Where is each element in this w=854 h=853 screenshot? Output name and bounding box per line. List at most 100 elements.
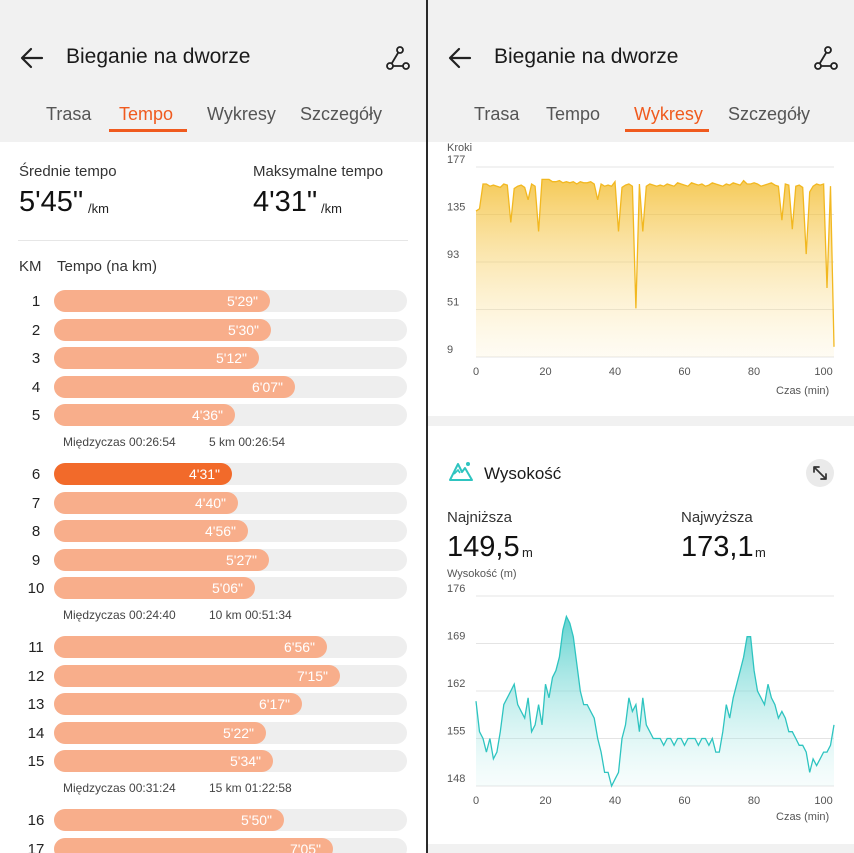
- pace-track[interactable]: 5'29": [54, 290, 407, 312]
- y-tick-label: 169: [447, 631, 465, 643]
- max-elevation-unit: m: [755, 545, 766, 560]
- pace-bar: 5'06": [54, 577, 255, 600]
- cadence-chart: 177 135 93 51 9 0 20 40 60 80 100: [447, 154, 835, 378]
- cumulative-time: 5 km 00:26:54: [209, 435, 286, 449]
- km-number: 15: [27, 753, 45, 771]
- back-arrow-icon[interactable]: [18, 44, 46, 72]
- pace-bar: 5'12": [54, 347, 259, 370]
- tab-tempo[interactable]: Tempo: [119, 104, 174, 124]
- max-elevation-label: Najwyższa: [681, 509, 753, 526]
- km-number: 11: [28, 639, 44, 656]
- km-number: 7: [31, 494, 41, 512]
- pace-track[interactable]: 5'34": [54, 750, 407, 773]
- avg-pace-value: 5'45": [19, 186, 84, 218]
- pace-track[interactable]: 5'30": [54, 318, 407, 341]
- tab-trasa[interactable]: Trasa: [474, 104, 520, 124]
- min-elevation-unit: m: [522, 545, 533, 560]
- split-time: Międzyczas 00:26:54: [63, 435, 176, 449]
- pace-bar: 6'07": [54, 375, 295, 398]
- cadence-y-axis-label: Kroki: [447, 142, 473, 154]
- tab-wykresy[interactable]: Wykresy: [207, 104, 276, 124]
- pace-value: 7'05": [289, 840, 321, 853]
- y-tick-label: 177: [447, 154, 465, 166]
- km-number: 12: [27, 667, 45, 685]
- km-number: 2: [31, 321, 41, 339]
- pace-track[interactable]: 4'56": [54, 520, 407, 543]
- pace-value: 7'15": [296, 667, 328, 684]
- pace-value: 6'17": [258, 696, 290, 713]
- pace-value: 4'31": [188, 466, 220, 482]
- y-tick-label: 135: [447, 202, 465, 214]
- x-tick-label: 80: [748, 795, 760, 807]
- tab-wykresy[interactable]: Wykresy: [634, 104, 703, 124]
- divider: [18, 240, 408, 241]
- pace-value: 5'34": [229, 753, 261, 770]
- pace-track[interactable]: 5'22": [54, 721, 407, 744]
- x-tick-label: 0: [473, 366, 479, 378]
- pace-value: 5'50": [240, 812, 272, 828]
- pace-bar: 4'40": [54, 491, 238, 514]
- cumulative-time: 15 km 01:22:58: [209, 781, 292, 795]
- cadence-card: Kroki 177 135 93 51 9 0 20 40 60 80 100 Czas (min): [428, 142, 854, 416]
- tab-tempo[interactable]: Tempo: [546, 104, 601, 124]
- expand-icon: [813, 466, 827, 480]
- back-arrow-icon[interactable]: [446, 44, 474, 72]
- km-number: 4: [31, 378, 41, 396]
- elevation-chart: 176 169 162 155 148 0 20 40 60 80 100: [447, 584, 835, 807]
- km-number: 9: [31, 551, 41, 569]
- tab-trasa[interactable]: Trasa: [46, 104, 92, 124]
- min-elevation-value: 149,5: [447, 531, 520, 563]
- x-tick-label: 40: [609, 366, 621, 378]
- km-number: 1: [31, 293, 41, 310]
- cadence-x-axis-label: Czas (min): [776, 385, 830, 397]
- pace-bar: 4'36": [54, 404, 235, 427]
- header: Bieganie na dworze Trasa Tempo Wykresy S…: [428, 0, 854, 142]
- elevation-y-axis-label: Wysokość (m): [447, 568, 517, 580]
- y-tick-label: 9: [447, 344, 453, 356]
- km-column-header: KM: [19, 258, 42, 275]
- expand-button[interactable]: [806, 459, 834, 487]
- charts-screen: Bieganie na dworze Trasa Tempo Wykresy S…: [428, 0, 854, 853]
- pace-track[interactable]: 7'15": [54, 664, 407, 687]
- tab-szczegoly[interactable]: Szczegóły: [300, 104, 383, 124]
- avg-pace-label: Średnie tempo: [19, 163, 117, 180]
- pace-value: 5'27": [225, 551, 257, 568]
- pace-track[interactable]: 5'50": [54, 809, 407, 831]
- max-pace-value: 4'31": [253, 186, 318, 218]
- tab-szczegoly[interactable]: Szczegóły: [728, 104, 811, 124]
- pace-bar: 5'30": [54, 318, 271, 341]
- pace-track[interactable]: 5'12": [54, 347, 407, 370]
- km-number: 10: [27, 580, 45, 598]
- route-share-icon[interactable]: [384, 44, 412, 72]
- pace-value: 4'36": [191, 407, 223, 424]
- pace-track[interactable]: 4'31": [54, 463, 407, 485]
- split-time: Międzyczas 00:24:40: [63, 608, 176, 622]
- min-elevation-label: Najniższa: [447, 509, 513, 526]
- y-tick-label: 162: [447, 678, 465, 690]
- series-area: [476, 616, 834, 786]
- x-tick-label: 100: [814, 795, 832, 807]
- page-title: Bieganie na dworze: [494, 45, 679, 68]
- pace-track[interactable]: 5'27": [54, 548, 407, 571]
- header: Bieganie na dworze Trasa Tempo Wykresy S…: [0, 0, 426, 142]
- pace-track[interactable]: 7'05": [54, 837, 407, 853]
- km-number: 14: [27, 724, 45, 742]
- pace-bar: 5'27": [54, 548, 269, 571]
- pace-track[interactable]: 4'40": [54, 491, 407, 514]
- pace-screen: Bieganie na dworze Trasa Tempo Wykresy S…: [0, 0, 426, 853]
- pace-bar: 6'56": [54, 636, 327, 658]
- pace-track[interactable]: 6'17": [54, 693, 407, 716]
- max-elevation-value: 173,1: [681, 531, 754, 563]
- route-share-icon[interactable]: [812, 44, 840, 72]
- pace-bar: 5'34": [54, 750, 273, 773]
- y-tick-label: 148: [447, 773, 465, 785]
- pace-track[interactable]: 4'36": [54, 404, 407, 427]
- pace-value: 4'56": [204, 523, 236, 540]
- pace-track[interactable]: 6'56": [54, 636, 407, 658]
- pace-track[interactable]: 6'07": [54, 375, 407, 398]
- x-tick-label: 20: [539, 366, 551, 378]
- pace-bar: 6'17": [54, 693, 302, 716]
- y-tick-label: 176: [447, 584, 465, 595]
- pace-track[interactable]: 5'06": [54, 577, 407, 600]
- pace-value: 5'12": [215, 350, 247, 367]
